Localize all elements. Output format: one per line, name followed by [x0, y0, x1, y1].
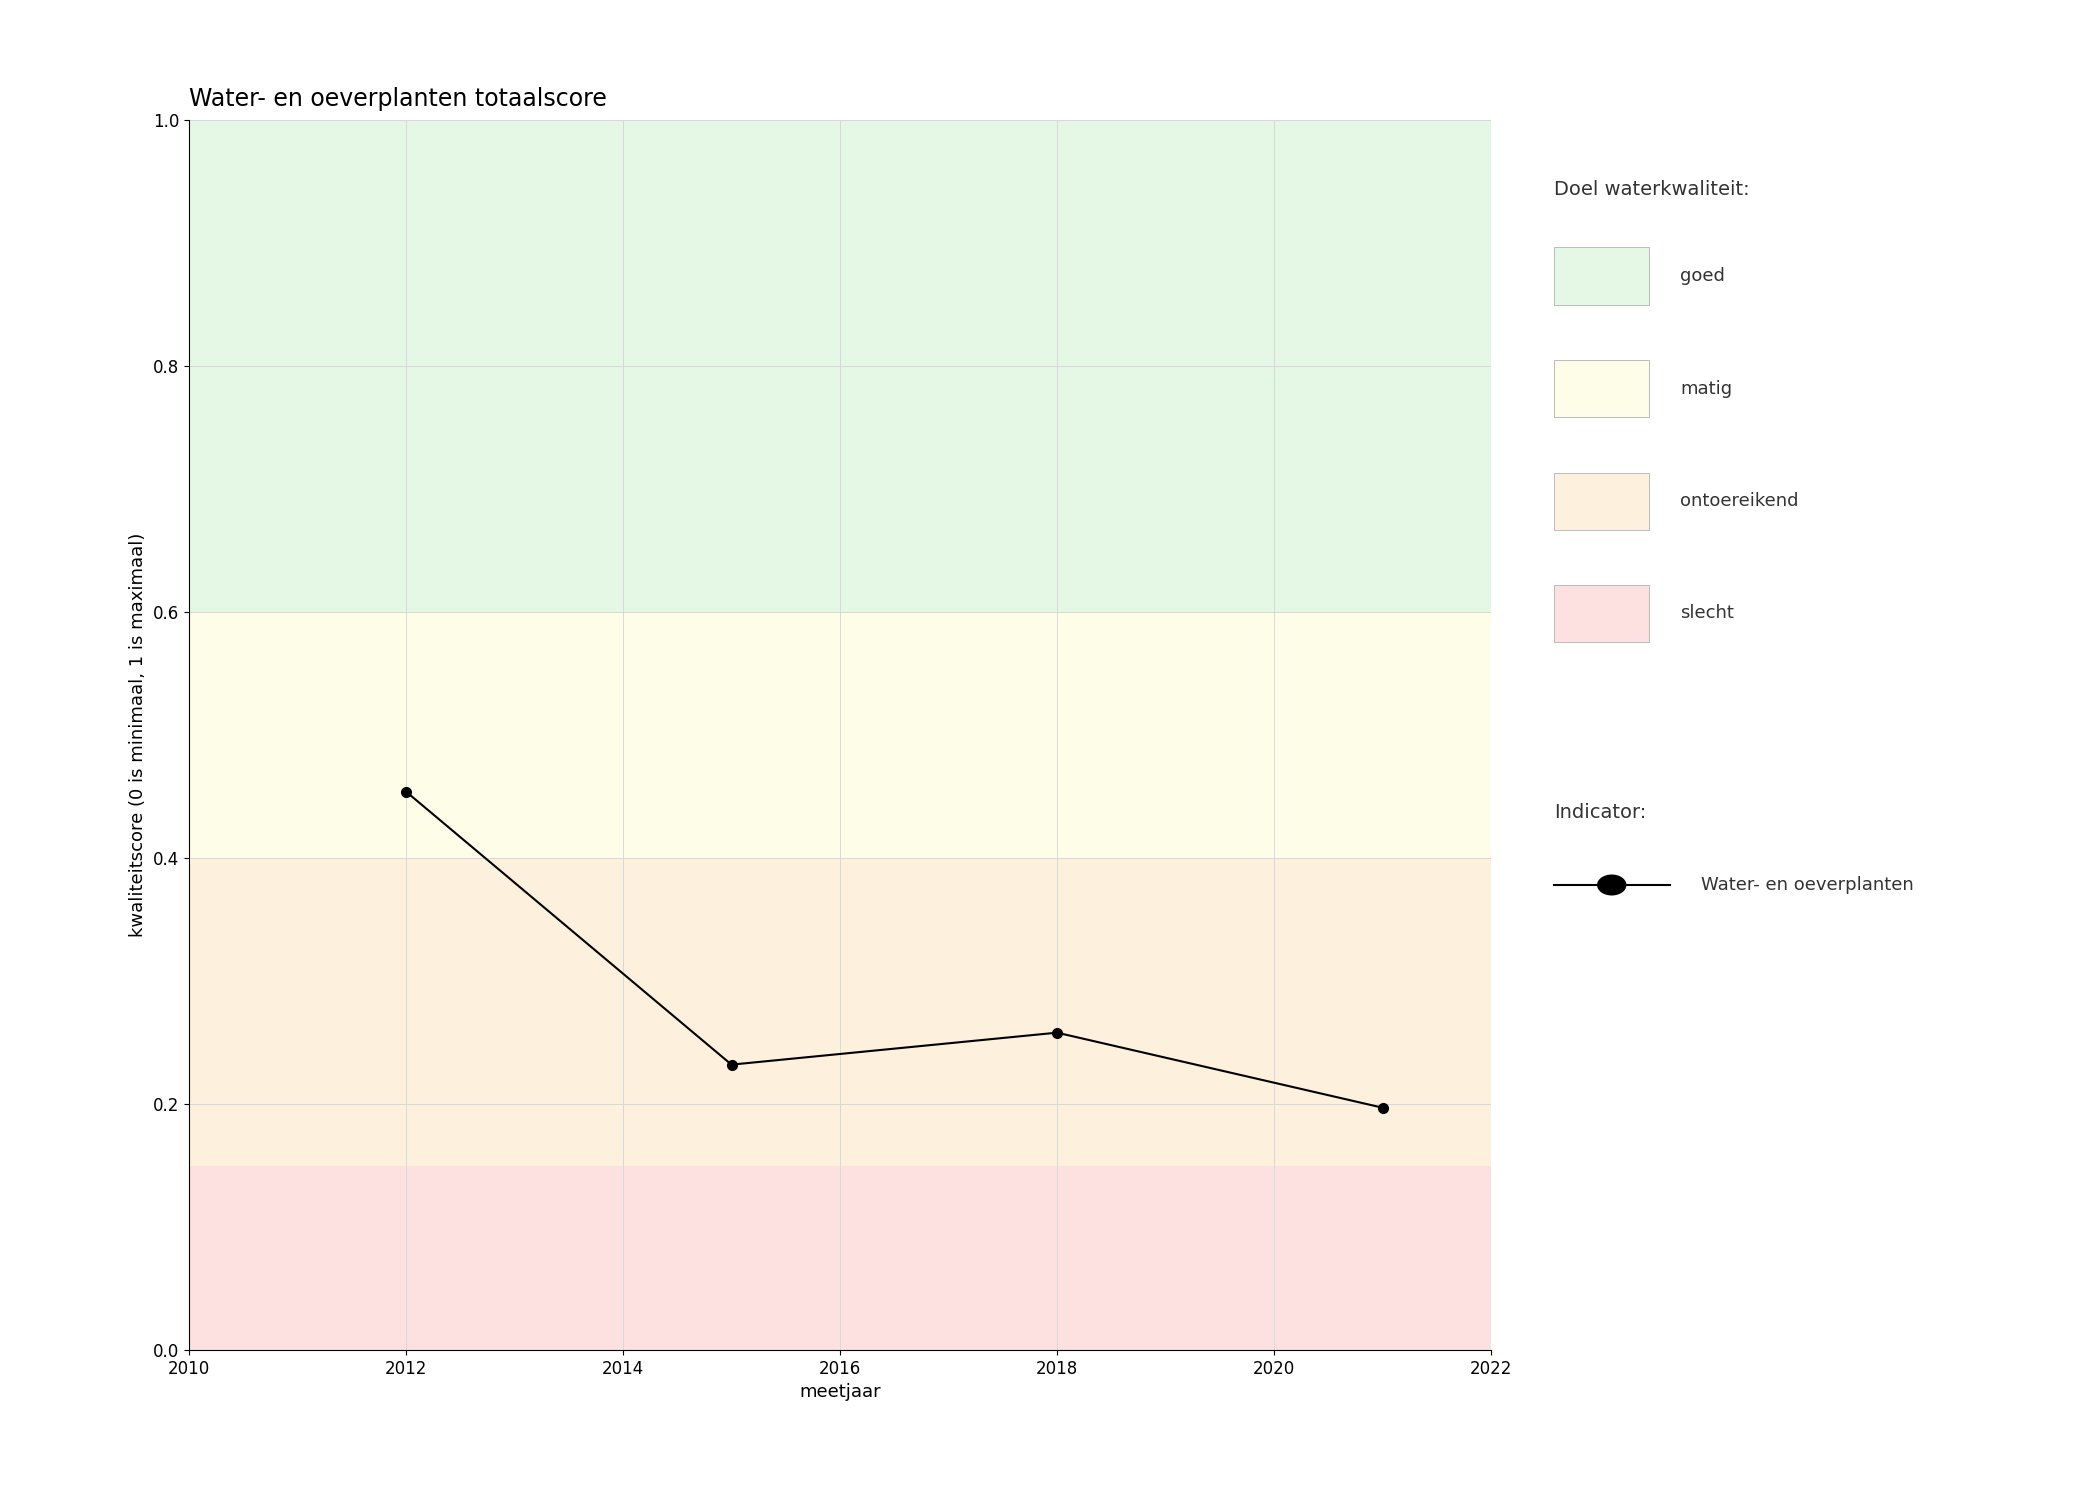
Text: Water- en oeverplanten: Water- en oeverplanten [1701, 876, 1913, 894]
Text: Doel waterkwaliteit:: Doel waterkwaliteit: [1554, 180, 1749, 200]
Bar [189, 120, 1491, 612]
Text: Water- en oeverplanten totaalscore: Water- en oeverplanten totaalscore [189, 87, 607, 111]
Bar [189, 1166, 1491, 1350]
Text: ontoereikend: ontoereikend [1680, 492, 1798, 510]
Text: goed: goed [1680, 267, 1724, 285]
Y-axis label: kwaliteitscore (0 is minimaal, 1 is maximaal): kwaliteitscore (0 is minimaal, 1 is maxi… [130, 532, 147, 938]
Text: Indicator:: Indicator: [1554, 802, 1646, 822]
Text: matig: matig [1680, 380, 1732, 398]
X-axis label: meetjaar: meetjaar [800, 1383, 880, 1401]
Text: slecht: slecht [1680, 604, 1735, 622]
Bar [189, 858, 1491, 1166]
Bar [189, 612, 1491, 858]
